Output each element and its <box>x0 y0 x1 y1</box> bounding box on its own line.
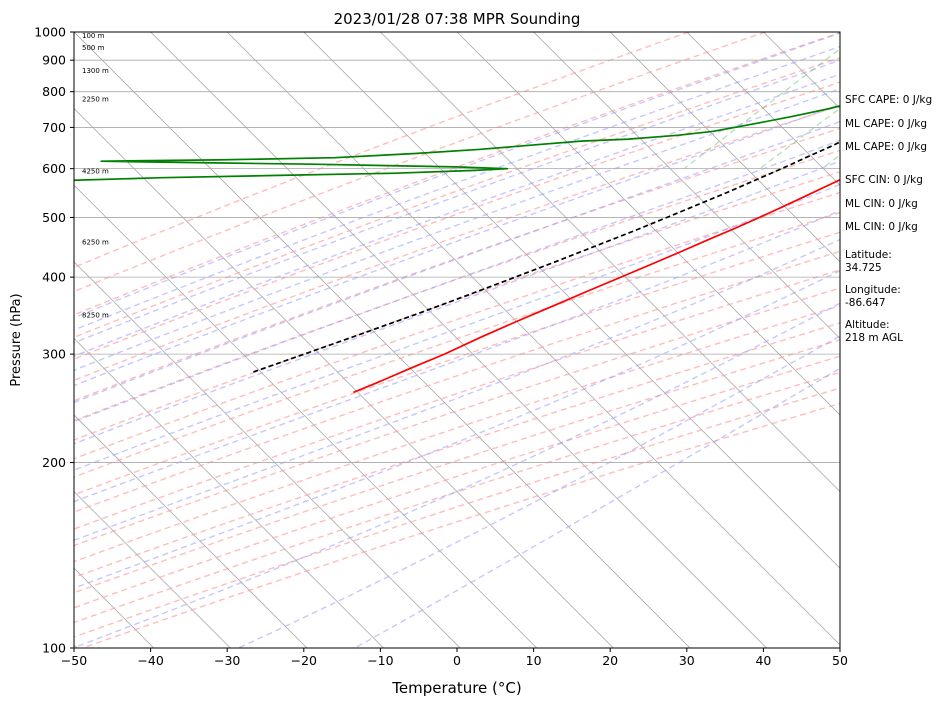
moist-adiabat-line <box>74 32 840 319</box>
mixing-ratio-line <box>683 48 840 170</box>
dry-adiabat-line <box>74 322 840 579</box>
isotherm-line <box>74 261 461 648</box>
dry-adiabat-line <box>74 57 840 339</box>
height-labels: 100 m 500 m 1300 m 2250 m 4250 m 6250 m 8250 m <box>82 32 109 319</box>
x-tick-label: 10 <box>526 653 542 668</box>
y-tick-label: 800 <box>42 84 66 99</box>
height-label: 500 m <box>82 44 105 52</box>
x-tick-label: −50 <box>61 653 87 668</box>
isotherm-line <box>0 32 1 648</box>
x-tick-label: −30 <box>214 653 240 668</box>
isotherm-line <box>74 337 384 648</box>
isotherm-line <box>380 32 840 493</box>
isotherm-line <box>74 491 231 648</box>
isotherm-line <box>686 32 840 186</box>
ml-cape-text-2: ML CAPE: 0 J/kg <box>845 141 928 153</box>
dry-adiabat-line <box>74 32 840 316</box>
moist-adiabat-line <box>74 88 840 372</box>
height-label: 1300 m <box>82 67 109 75</box>
isotherm-line <box>226 32 840 646</box>
y-tick-label: 1000 <box>34 25 66 40</box>
dry-adiabat-line <box>74 231 840 496</box>
background-lines <box>0 32 840 648</box>
dry-adiabat-line <box>74 149 840 422</box>
isotherm-line <box>74 414 308 648</box>
temperature-profile-line <box>353 178 840 394</box>
dry-adiabat-line <box>74 250 840 513</box>
y-tick-label: 300 <box>42 347 66 362</box>
moist-adiabat-line <box>74 45 840 331</box>
y-tick-label: 900 <box>42 53 66 68</box>
y-axis-ticks: 100 200 300 400 500 600 700 800 900 1000 <box>34 25 74 656</box>
x-axis-ticks: −50 −40 −30 −20 −10 0 10 20 30 40 50 <box>61 648 848 668</box>
moist-adiabat-line <box>74 160 840 445</box>
isotherm-line <box>74 108 614 648</box>
dry-adiabat-line <box>74 287 840 547</box>
pressure-gridlines <box>74 32 840 648</box>
parcel-path-line <box>251 141 840 374</box>
chart-title: 2023/01/28 07:38 MPR Sounding <box>334 10 581 28</box>
x-tick-label: −20 <box>291 653 317 668</box>
dry-adiabat-line <box>74 339 840 594</box>
isotherm-line <box>303 32 840 569</box>
isotherm-line <box>533 32 840 339</box>
sfc-cape-text: SFC CAPE: 0 J/kg <box>845 94 933 106</box>
dewpoint-profile-line <box>74 105 840 182</box>
sfc-cin-text: SFC CIN: 0 J/kg <box>845 174 923 186</box>
dry-adiabat-line <box>74 371 840 624</box>
altitude-text: Altitude: 218 m AGL <box>845 319 903 344</box>
height-label: 4250 m <box>82 167 109 175</box>
y-tick-label: 500 <box>42 210 66 225</box>
y-tick-label: 100 <box>42 641 66 656</box>
ml-cape-text: ML CAPE: 0 J/kg <box>845 118 928 130</box>
dry-adiabat-line <box>74 127 840 402</box>
ml-cin-text-2: ML CIN: 0 J/kg <box>845 221 918 233</box>
dry-adiabat-line <box>74 81 840 360</box>
x-tick-label: −40 <box>137 653 163 668</box>
dry-adiabat-line <box>74 191 840 460</box>
isotherm-line <box>74 184 538 648</box>
moist-adiabat-line <box>74 139 840 423</box>
x-tick-label: 40 <box>755 653 771 668</box>
height-label: 2250 m <box>82 95 109 103</box>
dry-adiabat-line <box>74 32 766 293</box>
dry-adiabat-line <box>74 104 840 382</box>
moist-adiabat-line <box>74 302 840 648</box>
x-axis-label: Temperature (°C) <box>391 679 521 697</box>
isotherm-line <box>74 32 691 648</box>
y-axis-label: Pressure (hPa) <box>9 293 24 386</box>
longitude-text: Longitude: -86.647 <box>845 284 901 309</box>
y-tick-label: 600 <box>42 161 66 176</box>
plot-frame <box>73 31 841 649</box>
sounding-stats-panel: SFC CAPE: 0 J/kg ML CAPE: 0 J/kg ML CAPE… <box>845 94 932 345</box>
mixing-ratio-line <box>759 107 840 170</box>
y-tick-label: 200 <box>42 455 66 470</box>
data-series <box>74 105 840 394</box>
dry-adiabat-line <box>82 402 840 648</box>
x-tick-label: −10 <box>367 653 393 668</box>
ml-cin-text: ML CIN: 0 J/kg <box>845 198 918 210</box>
latitude-text: Latitude: 34.725 <box>845 249 892 274</box>
isotherm-line <box>456 32 840 416</box>
x-tick-label: 20 <box>602 653 618 668</box>
y-tick-label: 700 <box>42 120 66 135</box>
x-tick-label: 50 <box>832 653 848 668</box>
y-tick-label: 400 <box>42 270 66 285</box>
moist-adiabat-line <box>74 209 840 503</box>
height-label: 8250 m <box>82 311 109 319</box>
moist-adiabat-line <box>74 59 840 344</box>
height-label: 100 m <box>82 32 105 40</box>
isotherm-line <box>150 32 767 648</box>
moist-adiabat-line <box>74 238 840 541</box>
x-tick-label: 30 <box>679 653 695 668</box>
x-tick-label: 0 <box>453 653 461 668</box>
height-label: 6250 m <box>82 238 109 246</box>
